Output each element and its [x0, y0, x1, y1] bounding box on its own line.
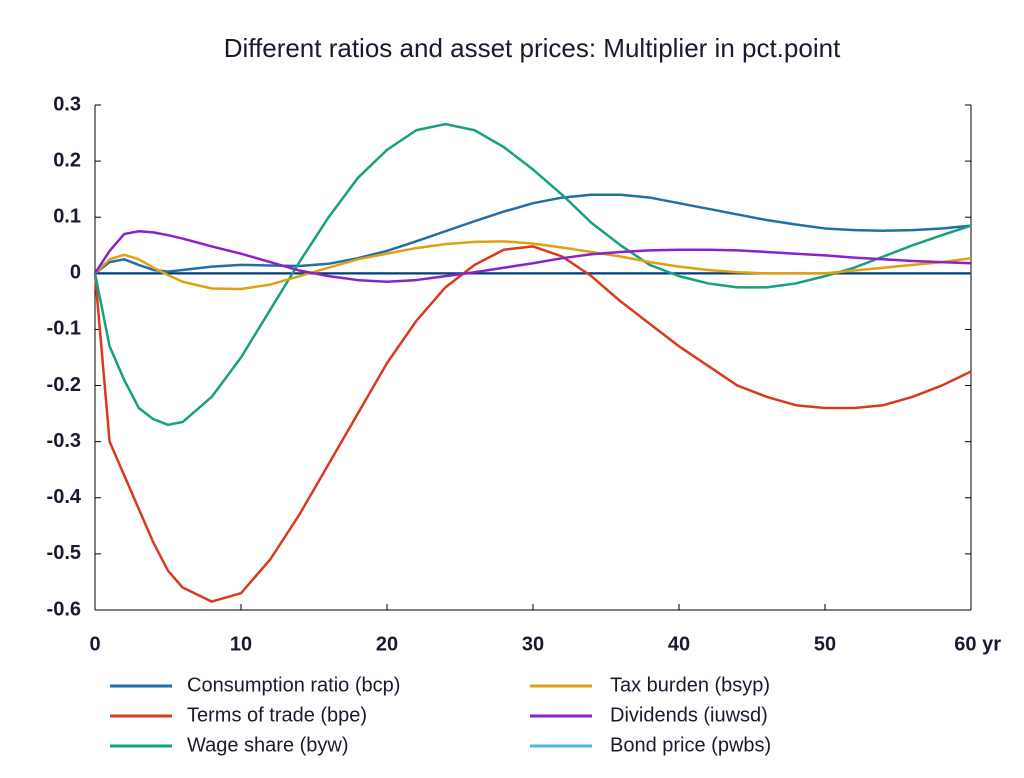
y-tick-label: -0.4 — [47, 486, 82, 508]
legend-label: Terms of trade (bpe) — [187, 704, 367, 726]
legend-label: Bond price (pwbs) — [610, 734, 771, 756]
x-tick-label: 60 yr — [954, 633, 1001, 655]
x-tick-label: 40 — [668, 633, 690, 655]
x-tick-label: 50 — [814, 633, 836, 655]
x-tick-label: 0 — [89, 633, 100, 655]
y-tick-label: 0.3 — [53, 93, 81, 115]
x-tick-label: 20 — [376, 633, 398, 655]
x-tick-label: 10 — [230, 633, 252, 655]
y-tick-label: -0.1 — [47, 318, 81, 340]
y-tick-label: -0.2 — [47, 374, 81, 396]
series-line — [93, 230, 972, 283]
legend-label: Dividends (iuwsd) — [610, 704, 768, 726]
series-line — [93, 245, 972, 603]
y-tick-label: 0.1 — [53, 206, 81, 228]
chart-title: Different ratios and asset prices: Multi… — [224, 33, 841, 63]
y-tick-label: 0 — [70, 262, 81, 284]
legend-label: Consumption ratio (bcp) — [187, 674, 400, 696]
legend-label: Tax burden (bsyp) — [610, 674, 770, 696]
legend-label: Wage share (byw) — [187, 734, 349, 756]
series-line — [93, 122, 972, 427]
series-line — [94, 240, 972, 291]
y-tick-label: -0.3 — [47, 430, 81, 452]
y-tick-label: 0.2 — [53, 149, 81, 171]
y-tick-label: -0.6 — [47, 598, 81, 620]
series-line — [94, 193, 972, 275]
x-tick-label: 30 — [522, 633, 544, 655]
y-tick-label: -0.5 — [47, 542, 81, 564]
